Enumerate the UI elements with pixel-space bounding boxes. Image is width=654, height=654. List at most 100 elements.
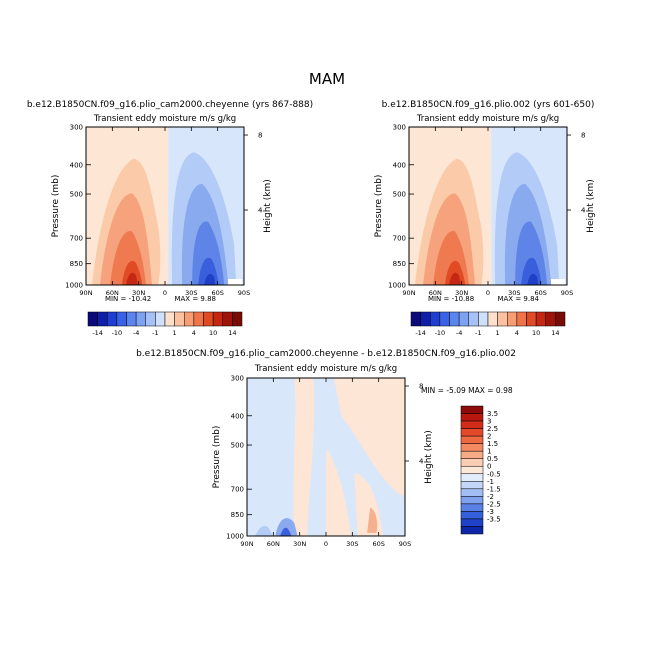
y-tick-label: 700 (70, 235, 83, 243)
colorbar-swatch-right (468, 311, 479, 327)
colorbar-swatch-right (535, 311, 546, 327)
x-tick-label: 90N (240, 540, 253, 548)
colorbar-swatch (460, 503, 484, 512)
colorbar-swatch (155, 311, 166, 327)
positive-diff-region-1 (293, 378, 315, 536)
y-tick-label: 300 (70, 124, 83, 132)
colorbar-swatch (460, 428, 484, 437)
colorbar-label: -1 (487, 478, 494, 486)
colorbar-swatch (460, 481, 484, 490)
colorbar-swatch-right (507, 311, 518, 327)
x-tick-label: 90S (238, 289, 250, 297)
colorbar-label-right: -1 (475, 329, 481, 337)
y-tick-label: 300 (231, 375, 244, 383)
colorbar-swatch (460, 518, 484, 527)
colorbar-label-right: -14 (415, 329, 426, 337)
colorbar-label: -3.5 (487, 515, 501, 523)
colorbar-label: -1 (152, 329, 158, 337)
x-tick-label: 60S (534, 289, 546, 297)
max-label: MAX = 9.88 (174, 295, 216, 303)
colorbar-label: -14 (92, 329, 103, 337)
colorbar-swatch (87, 311, 98, 327)
y-axis-label: Pressure (mb) (374, 175, 384, 238)
colorbar-swatch-right (430, 311, 441, 327)
panel-title: b.e12.B1850CN.f09_g16.plio.002 (yrs 601-… (382, 100, 595, 110)
x-tick-label: 60S (211, 289, 223, 297)
x-tick-label: 90S (399, 540, 411, 548)
colorbar-label: -1.5 (487, 485, 501, 493)
y-tick-label: 500 (231, 442, 244, 450)
colorbar-swatch-right (555, 311, 566, 327)
y-tick-label: 700 (231, 486, 244, 494)
colorbar-swatch (164, 311, 175, 327)
positive-diff-region-3 (326, 449, 352, 536)
x-tick-label: 60N (267, 540, 280, 548)
positive-contour-5 (449, 272, 461, 285)
colorbar-swatch (97, 311, 108, 327)
positive-diff-region-2 (333, 378, 405, 497)
y-tick-label: 850 (70, 260, 83, 268)
colorbar-label: 4 (192, 329, 196, 337)
min-label: MIN = -10.42 (105, 295, 151, 303)
colorbar-swatch-right (545, 311, 556, 327)
minmax-label: MIN = -5.09 MAX = 0.98 (421, 386, 513, 395)
x-tick-label: 90S (561, 289, 573, 297)
colorbar-swatch (460, 443, 484, 452)
x-tick-label: 30S (346, 540, 358, 548)
colorbar-label: -10 (112, 329, 123, 337)
colorbar-swatch (232, 311, 243, 327)
min-label: MIN = -10.88 (428, 295, 474, 303)
y-right-tick-label: 4 (258, 207, 263, 215)
colorbar-swatch-right (420, 311, 431, 327)
y-tick-label: 1000 (226, 533, 244, 541)
colorbar-label: -4 (133, 329, 139, 337)
colorbar-swatch-right (487, 311, 498, 327)
max-label: MAX = 9.84 (497, 295, 539, 303)
y-right-axis-label: Height (km) (586, 179, 596, 233)
y-tick-label: 500 (70, 191, 83, 199)
colorbar-swatch (193, 311, 204, 327)
y-tick-label: 1000 (388, 282, 406, 290)
panel-right: b.e12.B1850CN.f09_g16.plio.002 (yrs 601-… (374, 100, 596, 303)
colorbar-swatch-right (410, 311, 421, 327)
x-tick-label: 90N (402, 289, 415, 297)
panel-subtitle: Transient eddy moisture m/s g/kg (416, 114, 559, 124)
colorbar-label: 3.5 (487, 410, 498, 418)
x-tick-label: 30N (455, 289, 468, 297)
colorbar-swatch (174, 311, 185, 327)
colorbar-swatch-right (449, 311, 460, 327)
colorbar-label: 3 (487, 418, 491, 426)
colorbar-label: 14 (228, 329, 236, 337)
colorbar-swatch (460, 413, 484, 422)
colorbar-swatch-right (439, 311, 450, 327)
y-tick-label: 700 (393, 235, 406, 243)
colorbar-swatch (460, 496, 484, 505)
y-tick-label: 400 (393, 161, 406, 169)
y-right-tick-label: 8 (419, 383, 423, 391)
negative-contour-5 (204, 273, 216, 285)
x-tick-label: 30N (132, 289, 145, 297)
y-tick-label: 850 (231, 511, 244, 519)
x-tick-label: 0 (324, 540, 328, 548)
negative-contour-3 (515, 221, 548, 285)
colorbar-label-right: 4 (515, 329, 519, 337)
colorbar-swatch-right (497, 311, 508, 327)
y-right-axis-label: Height (km) (424, 430, 434, 484)
colorbar-swatch (460, 435, 484, 444)
x-tick-label: 60S (372, 540, 384, 548)
colorbar-swatch (460, 458, 484, 467)
colorbar-swatch (135, 311, 146, 327)
colorbar-label-right: 10 (532, 329, 540, 337)
y-right-tick-label: 8 (258, 132, 262, 140)
x-tick-label: 60N (106, 289, 119, 297)
colorbar-swatch (460, 473, 484, 482)
y-axis-label: Pressure (mb) (212, 426, 222, 489)
x-tick-label: 0 (163, 289, 167, 297)
colorbar-label: 1 (173, 329, 177, 337)
y-right-tick-label: 8 (581, 132, 585, 140)
colorbar-label: 0.5 (487, 455, 498, 463)
x-tick-label: 30N (293, 540, 306, 548)
positive-contour-5 (126, 272, 138, 285)
colorbar-label: -2.5 (487, 500, 501, 508)
